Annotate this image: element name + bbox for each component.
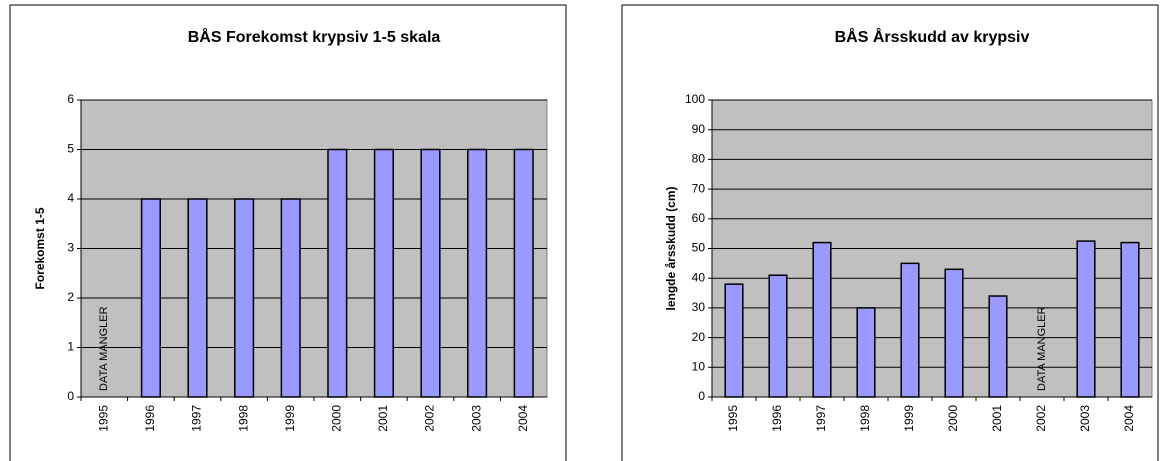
- bar: [1076, 240, 1096, 398]
- y-tick-label: 100: [685, 92, 705, 106]
- bar: [373, 148, 394, 398]
- x-tick-label: 2001: [376, 405, 390, 432]
- x-tick-label: 2002: [1034, 405, 1048, 432]
- x-tick-label: 1997: [814, 405, 828, 432]
- x-tick-label: 1999: [902, 405, 916, 432]
- bar: [988, 295, 1008, 398]
- y-tick-label: 70: [692, 181, 706, 195]
- annotation: DATA MANGLER: [1036, 306, 1048, 391]
- x-tick-label: 2002: [423, 405, 437, 432]
- y-tick-label: 30: [692, 300, 706, 314]
- y-tick-label: 80: [692, 152, 706, 166]
- y-axis-label: Forekomst 1-5: [33, 207, 47, 289]
- x-tick-label: 1996: [143, 405, 157, 432]
- bar: [140, 198, 161, 398]
- y-tick-label: 50: [692, 241, 706, 255]
- annotation: DATA MANGLER: [98, 306, 110, 391]
- bar: [1120, 241, 1140, 398]
- x-tick-label: 1998: [858, 405, 872, 432]
- y-tick-label: 40: [692, 270, 706, 284]
- x-tick-label: 2000: [946, 405, 960, 432]
- y-axis-label: lengde årsskudd (cm): [664, 186, 678, 310]
- bar: [856, 307, 876, 398]
- bar: [513, 148, 534, 398]
- chart: BÅS Årsskudd av krypsiv 0 10 20 30 40 50 60 70 80…: [621, 4, 1159, 461]
- y-tick-label: 6: [67, 92, 74, 106]
- bar: [420, 148, 441, 398]
- bar: [234, 198, 255, 398]
- chart-title: BÅS Forekomst krypsiv 1-5 skala: [188, 27, 441, 46]
- chart: BÅS Forekomst krypsiv 1-5 skala 0 1 2 3 4 5 6 Fo…: [9, 4, 567, 461]
- bar: [327, 148, 348, 398]
- bar: [467, 148, 488, 398]
- x-tick-label: 2000: [329, 405, 343, 432]
- y-tick-label: 1: [67, 340, 74, 354]
- bar: [768, 274, 788, 398]
- y-tick-label: 4: [67, 191, 74, 205]
- x-tick-label: 1999: [283, 405, 297, 432]
- x-tick-label: 1998: [236, 405, 250, 432]
- x-tick-label: 2003: [469, 405, 483, 432]
- bar: [724, 283, 744, 398]
- x-tick-label: 1997: [190, 405, 204, 432]
- x-tick-label: 1995: [726, 405, 740, 432]
- bar: [812, 241, 832, 398]
- x-tick-label: 2001: [990, 405, 1004, 432]
- x-tick-label: 1995: [96, 405, 110, 432]
- y-tick-label: 60: [692, 211, 706, 225]
- x-tick-label: 1996: [770, 405, 784, 432]
- chart-title: BÅS Årsskudd av krypsiv: [835, 27, 1030, 46]
- y-tick-label: 0: [698, 389, 705, 403]
- y-tick-label: 0: [67, 389, 74, 403]
- y-tick-label: 90: [692, 122, 706, 136]
- x-tick-label: 2004: [1122, 405, 1136, 432]
- x-tick-label: 2004: [516, 405, 530, 432]
- y-tick-label: 2: [67, 290, 74, 304]
- bar: [944, 268, 964, 398]
- y-tick-label: 5: [67, 142, 74, 156]
- bar: [280, 198, 301, 398]
- y-tick-label: 20: [692, 330, 706, 344]
- bar: [900, 262, 920, 398]
- y-tick-label: 3: [67, 241, 74, 255]
- x-tick-label: 2003: [1078, 405, 1092, 432]
- y-tick-label: 10: [692, 359, 706, 373]
- bar: [187, 198, 208, 398]
